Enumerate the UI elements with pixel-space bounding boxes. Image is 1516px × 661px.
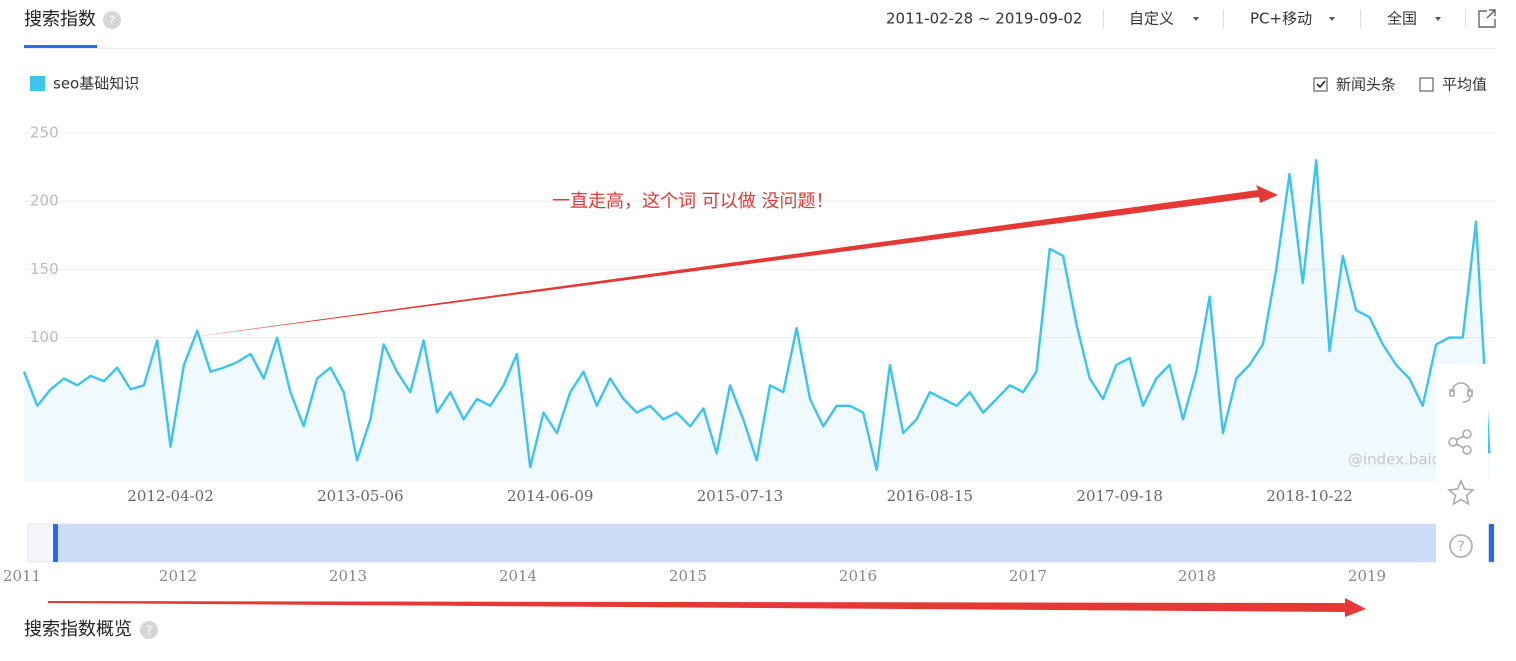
year-label: 2014 — [499, 567, 537, 585]
check-mark — [1316, 80, 1326, 89]
year-label: 2017 — [1009, 567, 1047, 585]
year-label: 2016 — [839, 567, 877, 585]
news-option[interactable]: 新闻头条 — [1336, 76, 1396, 94]
help-icon[interactable] — [1449, 534, 1473, 558]
x-tick-label: 2016-08-15 — [887, 487, 973, 505]
help-glyph: ? — [1457, 539, 1464, 555]
range-arrow — [48, 598, 1366, 617]
support-icon[interactable] — [1449, 382, 1473, 403]
legend-swatch — [30, 76, 45, 91]
x-tick-label: 2013-05-06 — [317, 487, 403, 505]
year-label: 2015 — [669, 567, 707, 585]
x-tick-label: 2017-09-18 — [1076, 487, 1162, 505]
date-range[interactable]: 2011-02-28 ~ 2019-09-02 — [886, 10, 1082, 28]
device-select[interactable]: PC+移动 — [1250, 10, 1312, 28]
plot: 100 150 200 250 2012-04-02 2013-05-06 2014-06-… — [22, 124, 1496, 505]
help-glyph: ? — [109, 14, 115, 28]
help-icon[interactable] — [103, 11, 121, 29]
favorite-icon[interactable] — [1447, 479, 1475, 506]
tab-title[interactable]: 搜索指数 — [24, 9, 96, 30]
separator — [1465, 10, 1466, 28]
year-label: 2011 — [3, 567, 41, 585]
dropdown-arrow — [1329, 17, 1335, 21]
checkbox[interactable] — [1419, 77, 1434, 92]
year-label: 2019 — [1348, 567, 1386, 585]
period-select[interactable]: 自定义 — [1129, 10, 1174, 28]
slider-handle[interactable] — [1489, 524, 1494, 562]
slider-window[interactable] — [55, 524, 1491, 562]
divider — [24, 48, 1496, 49]
dropdown-arrow — [1193, 17, 1199, 21]
annotation: 一直走高，这个词 可以做 没问题！ — [552, 191, 833, 212]
year-label: 2018 — [1178, 567, 1216, 585]
separator — [1103, 10, 1104, 28]
area — [24, 160, 1490, 482]
y-tick-label: 250 — [30, 124, 59, 142]
section-title: 搜索指数概览 — [24, 619, 132, 640]
region-select[interactable]: 全国 — [1387, 10, 1417, 28]
x-tick-label: 2014-06-09 — [507, 487, 593, 505]
year-label: 2013 — [329, 567, 367, 585]
checkbox[interactable] — [1313, 77, 1328, 92]
average-option[interactable]: 平均值 — [1442, 76, 1487, 94]
slider-years: 2011 2012 2013 2014 2015 2016 2017 2018 2019 — [3, 567, 1386, 585]
x-tick-label: 2018-10-22 — [1266, 487, 1352, 505]
legend-label[interactable]: seo基础知识 — [53, 75, 139, 93]
help-icon[interactable] — [140, 621, 158, 639]
y-tick-label: 100 — [30, 328, 59, 346]
help-glyph: ? — [146, 624, 152, 638]
dropdown-arrow — [1435, 17, 1441, 21]
export-icon[interactable] — [1478, 9, 1496, 28]
separator — [1223, 10, 1224, 28]
line — [22, 159, 1491, 472]
y-tick-label: 150 — [30, 260, 59, 278]
x-tick-label: 2015-07-13 — [697, 487, 783, 505]
tool-panel — [1436, 364, 1488, 574]
year-label: 2012 — [159, 567, 197, 585]
separator — [1360, 10, 1361, 28]
slider-handle[interactable] — [53, 524, 58, 562]
tab-underline — [24, 45, 97, 48]
x-tick-label: 2012-04-02 — [127, 487, 213, 505]
y-tick-label: 200 — [30, 192, 59, 210]
share-icon[interactable] — [1448, 429, 1472, 455]
